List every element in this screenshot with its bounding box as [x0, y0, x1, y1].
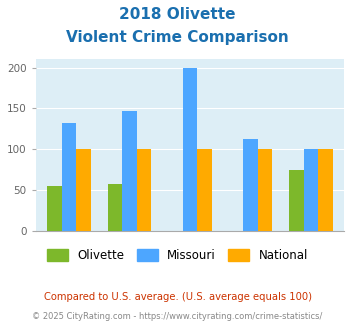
Legend: Olivette, Missouri, National: Olivette, Missouri, National [42, 244, 313, 266]
Text: Violent Crime Comparison: Violent Crime Comparison [66, 30, 289, 45]
Bar [122, 111, 137, 231]
Bar [108, 183, 122, 231]
Bar [258, 149, 272, 231]
Bar [137, 149, 151, 231]
Bar [76, 149, 91, 231]
Bar [243, 139, 258, 231]
Bar [197, 149, 212, 231]
Bar [318, 149, 333, 231]
Bar [289, 170, 304, 231]
Bar [304, 149, 318, 231]
Bar [47, 186, 61, 231]
Text: Compared to U.S. average. (U.S. average equals 100): Compared to U.S. average. (U.S. average … [44, 292, 311, 302]
Text: 2018 Olivette: 2018 Olivette [119, 7, 236, 21]
Text: © 2025 CityRating.com - https://www.cityrating.com/crime-statistics/: © 2025 CityRating.com - https://www.city… [32, 312, 323, 321]
Bar [183, 68, 197, 231]
Bar [61, 123, 76, 231]
